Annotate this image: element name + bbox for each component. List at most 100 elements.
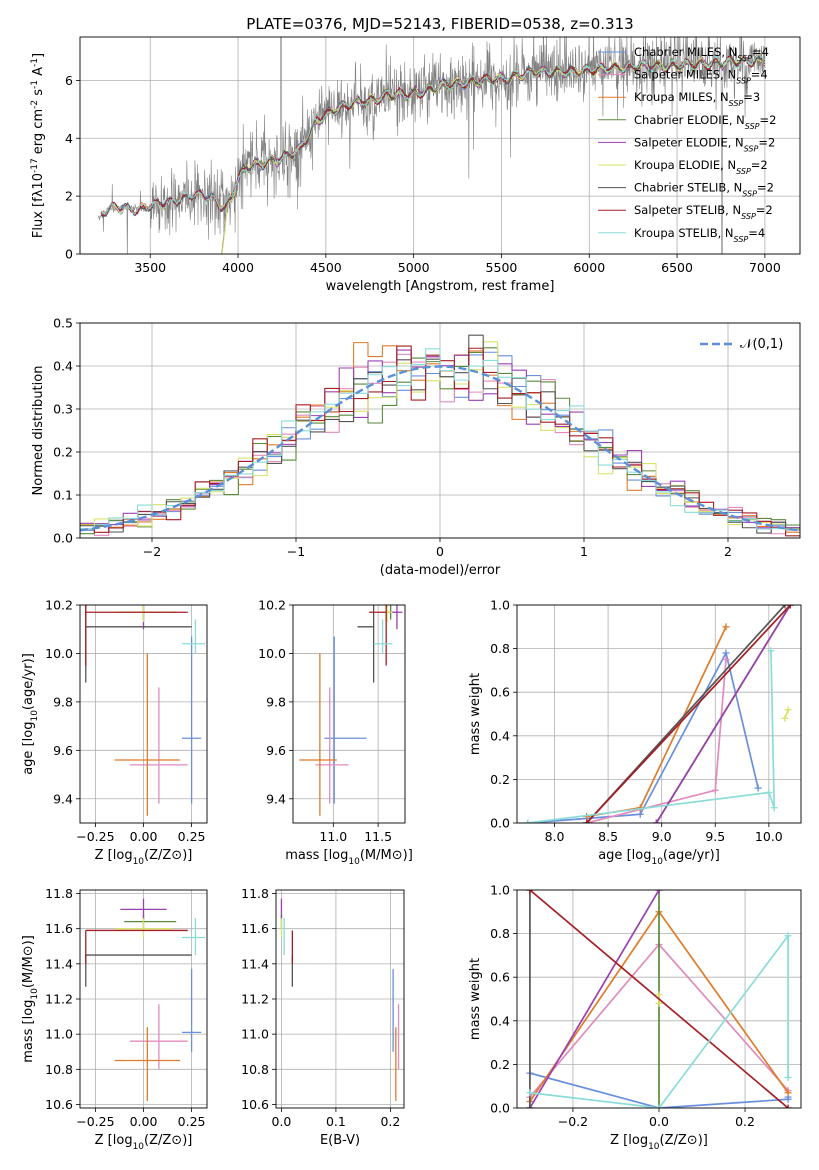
x-tick-label: 9.5 xyxy=(705,829,725,844)
legend-label: Chabrier MILES, NSSP=4 xyxy=(634,45,769,63)
axes-frame xyxy=(79,322,801,539)
x-tick-label: 7000 xyxy=(749,260,781,275)
x-tick-label: −0.25 xyxy=(76,829,114,844)
x-axis-label: Z [log10(Z/Z⊙)] xyxy=(95,1133,193,1152)
y-tick-label: 9.8 xyxy=(53,694,73,709)
y-tick-label: 1.0 xyxy=(490,598,510,613)
plot-area xyxy=(280,898,400,1101)
axes-frame xyxy=(79,604,208,824)
weight-line-salpeter-elodie xyxy=(529,890,660,1108)
y-axis-label: age [log10(age/yr)] xyxy=(21,653,40,775)
y-tick-label: 11.4 xyxy=(241,956,269,971)
x-axis-label: mass [log10(M/M⊙)] xyxy=(285,848,413,867)
y-tick-label: 0.6 xyxy=(490,685,510,700)
y-tick-label: 1.0 xyxy=(490,883,510,898)
x-tick-label: 11.0 xyxy=(319,829,347,844)
y-tick-label: 0.1 xyxy=(53,488,73,503)
y-tick-label: 0.8 xyxy=(490,641,510,656)
x-tick-label: 0.25 xyxy=(178,829,206,844)
plot-area xyxy=(80,334,800,537)
x-tick-label: 6500 xyxy=(661,260,693,275)
y-tick-label: 11.2 xyxy=(45,992,73,1007)
y-tick-label: 0.0 xyxy=(53,531,73,546)
x-tick-label: 1 xyxy=(580,544,588,559)
x-tick-label: 0.2 xyxy=(380,1114,400,1129)
panel-Z-weight: −0.2 0.0 0.2 0.0 0.2 0.4 0.6 0.8 1.0 Z [log10(Z/Z… xyxy=(468,883,802,1152)
x-tick-label: 5500 xyxy=(486,260,518,275)
y-tick-label: 9.4 xyxy=(266,791,286,806)
y-tick-label: 9.6 xyxy=(266,743,286,758)
panel-spectrum: 3500 4000 4500 5000 5500 6000 6500 7000 0 2 4 6 wave… xyxy=(30,36,801,294)
panel-age-weight: 8.0 8.5 9.0 9.5 10.0 0.0 0.2 0.4 0.6 0.8 1.0 age [l… xyxy=(468,598,802,867)
legend-label: 𝒩(0,1) xyxy=(740,337,783,352)
plot-area xyxy=(299,605,403,816)
x-axis-label: (data-model)/error xyxy=(380,563,501,578)
y-tick-label: 0 xyxy=(65,247,73,262)
x-tick-label: 4500 xyxy=(310,260,342,275)
plot-area xyxy=(97,37,766,254)
y-axis-label: mass weight xyxy=(468,958,483,1040)
model-spectrum-kroupa-stelib xyxy=(100,54,766,215)
weight-line-salpeter-stelib xyxy=(529,890,789,1108)
normal-curve xyxy=(80,365,800,532)
y-tick-label: 9.4 xyxy=(53,791,73,806)
y-tick-label: 9.6 xyxy=(53,743,73,758)
y-tick-label: 11.8 xyxy=(45,886,73,901)
y-tick-label: 0.0 xyxy=(490,816,510,831)
weight-line-kroupa-stelib xyxy=(527,650,776,823)
y-tick-label: 0.6 xyxy=(490,970,510,985)
plot-area xyxy=(85,898,206,1101)
x-axis-label: Z [log10(Z/Z⊙)] xyxy=(610,1133,708,1152)
y-tick-label: 0.2 xyxy=(53,445,73,460)
weight-line-kroupa-stelib xyxy=(529,934,789,1108)
y-tick-label: 11.8 xyxy=(241,886,269,901)
x-axis-label: Z [log10(Z/Z⊙)] xyxy=(95,848,193,867)
weight-line-chabrier-miles xyxy=(527,652,759,823)
x-tick-label: 0.0 xyxy=(272,1114,292,1129)
legend-label: Kroupa MILES, NSSP=3 xyxy=(634,90,760,108)
x-tick-label: 4000 xyxy=(222,260,254,275)
y-tick-label: 0.2 xyxy=(490,772,510,787)
axes-frame xyxy=(275,889,405,1109)
y-tick-label: 0.8 xyxy=(490,926,510,941)
weight-line-kroupa-miles xyxy=(586,626,727,818)
y-tick-label: 11.4 xyxy=(45,956,73,971)
observed-spectrum xyxy=(97,37,766,254)
y-tick-label: 4 xyxy=(65,131,73,146)
legend-label: Kroupa ELODIE, NSSP=2 xyxy=(634,158,768,176)
x-tick-label: 2 xyxy=(724,544,732,559)
plot-area xyxy=(526,890,792,1108)
y-tick-label: 10.2 xyxy=(45,598,73,613)
x-axis-label: E(B-V) xyxy=(320,1133,360,1148)
legend-label: Salpeter STELIB, NSSP=2 xyxy=(634,203,773,221)
x-tick-label: −2 xyxy=(143,544,161,559)
y-axis-label: Normed distribution xyxy=(31,366,46,496)
y-tick-label: 0.4 xyxy=(53,359,73,374)
x-tick-label: 0.2 xyxy=(735,1114,755,1129)
y-tick-label: 11.6 xyxy=(241,921,269,936)
axes-frame xyxy=(516,889,802,1109)
figure-title: PLATE=0376, MJD=52143, FIBERID=0538, z=0… xyxy=(246,15,633,33)
x-tick-label: 0 xyxy=(436,544,444,559)
x-tick-label: 8.5 xyxy=(598,829,618,844)
y-axis-label: mass [log10(M/M⊙)] xyxy=(21,935,40,1063)
y-tick-label: 2 xyxy=(65,189,73,204)
x-tick-label: 8.0 xyxy=(545,829,565,844)
legend-label: Salpeter MILES, NSSP=4 xyxy=(634,68,768,86)
plot-area xyxy=(85,605,206,816)
x-tick-label: 0.00 xyxy=(130,829,158,844)
y-tick-label: 11.0 xyxy=(45,1027,73,1042)
weight-line-salpeter-elodie xyxy=(655,605,792,823)
y-tick-label: 11.0 xyxy=(241,1027,269,1042)
axes-frame xyxy=(79,36,801,255)
y-tick-label: 0.3 xyxy=(53,402,73,417)
y-tick-label: 10.8 xyxy=(241,1062,269,1077)
y-tick-label: 10.8 xyxy=(45,1062,73,1077)
axes-frame xyxy=(292,604,406,824)
plot-area xyxy=(524,605,794,823)
panel-ebv-mass: 0.0 0.1 0.2 10.6 10.8 11.0 11.2 11.4 11.6 11.8 E(B… xyxy=(241,886,405,1148)
y-axis-label: mass weight xyxy=(468,673,483,755)
y-tick-label: 0.2 xyxy=(490,1057,510,1072)
y-tick-label: 9.8 xyxy=(266,694,286,709)
